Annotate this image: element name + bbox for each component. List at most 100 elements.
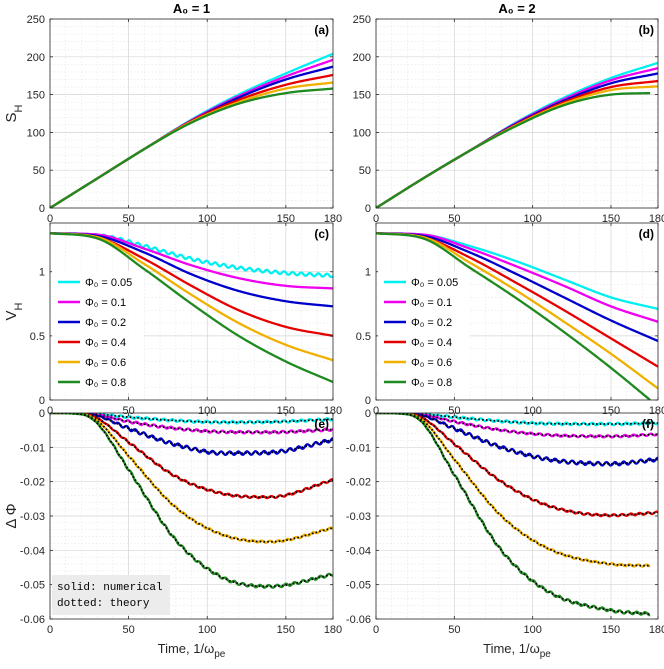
y-label-main: S [3, 112, 20, 122]
x-tick-label: 150 [277, 213, 295, 225]
x-label-main: Time, 1/ω [158, 641, 215, 656]
series-line-Φ₀ = 0.6 [376, 232, 658, 390]
panel-label: (d) [639, 227, 654, 241]
legend-label: Φ₀ = 0.1 [411, 297, 452, 309]
x-tick-label: 180 [649, 624, 664, 636]
theory-line-Φ₀ = 0.8 [50, 413, 333, 588]
series-line-Φ₀ = 0.6 [50, 232, 333, 362]
series-line-Φ₀ = 0.8 [376, 91, 651, 208]
y-tick-label: -0.04 [20, 545, 45, 557]
y-axis-label: Δ Φ [3, 503, 20, 528]
legend-label: Φ₀ = 0.2 [411, 317, 452, 329]
axes-box [49, 222, 334, 401]
axes-box [375, 18, 659, 209]
x-label-main: Time, 1/ω [483, 641, 540, 656]
x-tick-label: 0 [373, 624, 379, 636]
y-tick-label: 0 [365, 203, 371, 215]
y-tick-label: 0 [365, 408, 371, 420]
theory-line-Φ₀ = 0.8 [376, 413, 651, 615]
theory-line-Φ₀ = 0.1 [376, 413, 658, 438]
y-tick-label: -0.06 [20, 614, 45, 626]
series-line-Φ₀ = 0.6 [50, 413, 333, 544]
x-tick-label: 0 [47, 405, 53, 417]
legend-label: Φ₀ = 0.05 [85, 277, 132, 289]
y-tick-label: 0 [39, 395, 45, 407]
legend-label: Φ₀ = 0.4 [411, 337, 452, 349]
y-tick-label: 250 [27, 14, 45, 26]
series-line-Φ₀ = 0.8 [50, 87, 333, 208]
y-label-main: Δ Φ [3, 503, 20, 528]
x-tick-label: 180 [649, 213, 664, 225]
x-axis-label: Time, 1/ωpe [483, 641, 551, 660]
series-line-Φ₀ = 0.6 [376, 85, 658, 208]
y-tick-label: -0.04 [346, 545, 371, 557]
y-tick-label: 0 [365, 395, 371, 407]
y-label-sub: H [13, 302, 25, 310]
x-tick-label: 150 [277, 624, 295, 636]
series-line-Φ₀ = 0.1 [50, 232, 333, 290]
panel-b: 0 50 100 150 180 0 50 100 150 200 250 (b) A₀ = 2 [353, 1, 664, 225]
x-tick-label: 180 [649, 405, 664, 417]
legend-label: Φ₀ = 0.6 [411, 357, 452, 369]
y-tick-label: -0.03 [20, 511, 45, 523]
legend-label: Φ₀ = 0.1 [85, 297, 126, 309]
x-tick-label: 0 [47, 624, 53, 636]
legend-label: Φ₀ = 0.6 [85, 357, 126, 369]
legend-label: Φ₀ = 0.2 [85, 317, 126, 329]
series-line-Φ₀ = 0.1 [376, 232, 658, 323]
y-tick-label: -0.05 [346, 580, 371, 592]
y-tick-label: -0.01 [20, 442, 45, 454]
x-tick-label: 0 [373, 213, 379, 225]
y-axis-label: SH [3, 104, 25, 122]
theory-line-Φ₀ = 0.2 [376, 413, 658, 465]
axes-box [375, 222, 659, 401]
y-tick-label: -0.05 [20, 580, 45, 592]
x-tick-label: 100 [198, 405, 216, 417]
y-tick-label: 100 [27, 127, 45, 139]
x-tick-label: 100 [523, 405, 541, 417]
x-axis-label: Time, 1/ωpe [158, 641, 226, 660]
x-tick-label: 0 [47, 213, 53, 225]
series-group [376, 61, 658, 208]
y-label-main: V [3, 310, 20, 320]
series-line-Φ₀ = 0.8 [50, 232, 333, 384]
x-tick-label: 180 [324, 624, 342, 636]
series-line-Φ₀ = 0.2 [50, 232, 333, 308]
panel-e: 0 50 100 150 180 0 -0.01 -0.02 -0.03 -0.04 -0.05 -0… [3, 408, 342, 660]
legend-label: Φ₀ = 0.8 [411, 377, 452, 389]
y-tick-label: 150 [27, 90, 45, 102]
y-tick-label: -0.01 [346, 442, 371, 454]
legend-label: Φ₀ = 0.05 [411, 277, 458, 289]
y-tick-label: 50 [33, 165, 45, 177]
annotation-text: solid: numerical [57, 582, 163, 594]
legend-box [52, 271, 144, 393]
x-tick-label: 100 [198, 213, 216, 225]
panel-label: (f) [642, 417, 654, 431]
x-tick-label: 100 [198, 624, 216, 636]
y-tick-label: 100 [353, 127, 371, 139]
x-tick-label: 50 [448, 405, 460, 417]
panel-label: (c) [314, 227, 329, 241]
series-group [376, 413, 658, 617]
annotation-box [52, 575, 170, 615]
y-tick-label: 0 [39, 408, 45, 420]
series-line-Φ₀ = 0.8 [376, 232, 651, 400]
x-tick-label: 0 [373, 405, 379, 417]
y-tick-label: 50 [359, 165, 371, 177]
panel-label: (b) [639, 23, 654, 37]
y-label-sub: H [13, 104, 25, 112]
x-tick-label: 50 [448, 624, 460, 636]
x-tick-label: 50 [122, 405, 134, 417]
y-tick-label: -0.02 [20, 477, 45, 489]
y-tick-label: 250 [353, 14, 371, 26]
legend: Φ₀ = 0.05 Φ₀ = 0.1 Φ₀ = 0.2 Φ₀ = 0.4 Φ₀ = 0.… [52, 271, 144, 393]
legend-label: Φ₀ = 0.8 [85, 377, 126, 389]
y-tick-label: 200 [353, 52, 371, 64]
x-tick-label: 180 [324, 213, 342, 225]
x-tick-label: 150 [602, 213, 620, 225]
series-group [50, 52, 333, 208]
series-line-Φ₀ = 0.2 [50, 413, 333, 457]
